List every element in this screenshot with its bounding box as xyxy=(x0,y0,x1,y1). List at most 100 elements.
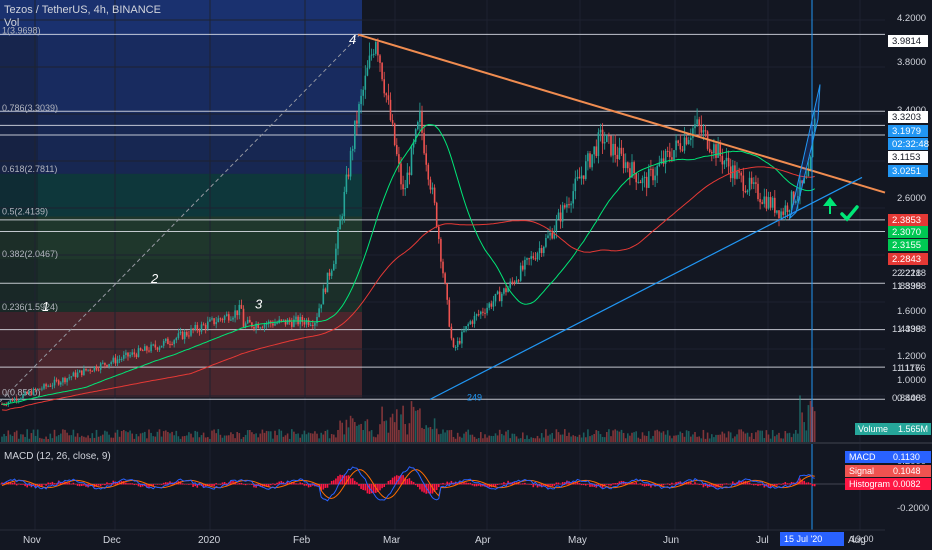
candle-body xyxy=(545,237,547,247)
macd-histogram-bar xyxy=(305,484,308,486)
candle-body xyxy=(513,281,516,284)
price-tag-background xyxy=(888,226,928,238)
macd-histogram-bar xyxy=(673,483,675,485)
volume-bar xyxy=(175,430,178,442)
candle-body xyxy=(643,176,646,179)
macd-histogram-bar xyxy=(81,484,83,487)
candle-body xyxy=(467,324,469,327)
volume-bar xyxy=(566,435,568,442)
candle-body xyxy=(666,150,669,152)
candle-body xyxy=(782,211,784,215)
volume-bar xyxy=(515,436,518,442)
macd-histogram-bar xyxy=(669,484,671,486)
macd-histogram-bar xyxy=(530,484,532,485)
volume-tag-label: Volume xyxy=(858,424,888,434)
macd-histogram-bar xyxy=(351,478,354,485)
macd-histogram-bar xyxy=(666,483,669,485)
candle-body xyxy=(249,319,251,323)
volume-bar xyxy=(454,438,457,442)
candle-body xyxy=(425,153,427,165)
volume-bar xyxy=(360,423,362,442)
volume-bar xyxy=(1,436,3,442)
candle-body xyxy=(406,172,409,189)
macd-signal-line xyxy=(1,469,815,499)
macd-histogram-bar xyxy=(555,482,558,485)
volume-bar xyxy=(484,434,486,442)
candle-body xyxy=(265,323,268,325)
volume-bar xyxy=(648,431,650,442)
volume-bar xyxy=(715,434,717,442)
volume-bar xyxy=(582,432,585,442)
macd-histogram-bar xyxy=(585,484,587,486)
volume-bar xyxy=(429,426,432,442)
macd-histogram-bar xyxy=(461,483,463,485)
volume-bar xyxy=(748,436,751,442)
volume-bar xyxy=(66,432,68,442)
fib-level-label: 1(3.9698) xyxy=(2,26,41,36)
macd-histogram-bar xyxy=(456,482,459,485)
volume-bar xyxy=(179,438,182,442)
candle-body xyxy=(561,205,564,222)
volume-bar xyxy=(618,431,621,442)
candle-body xyxy=(530,256,532,259)
macd-histogram-bar xyxy=(375,484,377,493)
price-axis-tick: 1.0000 xyxy=(897,375,926,386)
candle-body xyxy=(574,178,577,192)
volume-bar xyxy=(383,421,385,442)
volume-bar xyxy=(805,430,808,442)
candle-body xyxy=(633,162,635,174)
volume-bar xyxy=(803,422,805,442)
macd-histogram-bar xyxy=(543,484,545,487)
volume-bar xyxy=(366,419,369,442)
candle-body xyxy=(274,323,276,326)
macd-histogram-bar xyxy=(740,481,742,485)
macd-histogram-bar xyxy=(444,483,446,485)
candle-body xyxy=(45,384,47,387)
candle-body xyxy=(408,172,411,175)
volume-bar xyxy=(463,433,465,442)
volume-bar xyxy=(797,433,799,442)
macd-histogram-bar xyxy=(492,484,495,487)
volume-bar xyxy=(337,429,339,442)
candle-body xyxy=(597,132,600,157)
macd-histogram-bar xyxy=(534,484,537,486)
candle-body xyxy=(32,388,35,395)
candle-body xyxy=(624,162,627,169)
volume-bar xyxy=(358,424,360,442)
volume-bar xyxy=(549,434,551,442)
macd-histogram-bar xyxy=(167,482,169,485)
volume-bar xyxy=(228,435,230,442)
rising-channel xyxy=(789,84,821,220)
macd-histogram-bar xyxy=(687,481,690,485)
candle-body xyxy=(120,358,123,360)
macd-histogram-bar xyxy=(477,484,480,486)
candle-body xyxy=(480,311,482,315)
candle-body xyxy=(792,191,795,203)
candle-body xyxy=(211,318,213,320)
volume-bar xyxy=(627,433,629,442)
macd-histogram-bar xyxy=(643,484,646,487)
candle-body xyxy=(671,157,673,160)
volume-bar xyxy=(641,432,644,442)
volume-bar xyxy=(725,437,728,442)
candle-body xyxy=(494,293,497,302)
macd-histogram-bar xyxy=(429,484,432,494)
macd-histogram-bar xyxy=(379,484,381,491)
candle-body xyxy=(131,352,133,355)
macd-histogram-bar xyxy=(774,484,776,487)
macd-histogram-bar xyxy=(360,484,362,489)
volume-bar xyxy=(811,406,814,442)
macd-histogram-bar xyxy=(582,484,585,486)
volume-bar xyxy=(702,429,705,442)
volume-bar xyxy=(74,436,77,442)
macd-histogram-bar xyxy=(5,482,7,485)
candle-body xyxy=(690,137,692,141)
volume-bar xyxy=(561,434,564,442)
volume-bar xyxy=(576,436,579,442)
candle-body xyxy=(771,197,774,208)
volume-bar xyxy=(780,438,782,442)
candle-body xyxy=(652,168,654,181)
volume-bar xyxy=(444,432,446,442)
candle-body xyxy=(568,204,570,206)
